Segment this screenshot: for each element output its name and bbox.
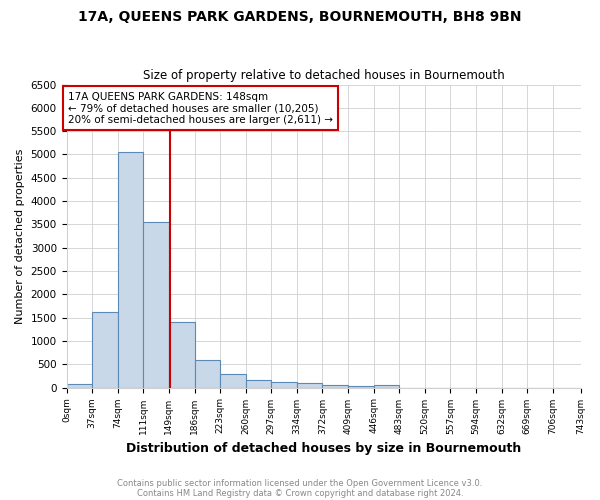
Bar: [118, 152, 143, 388]
Bar: [92, 312, 118, 388]
Title: Size of property relative to detached houses in Bournemouth: Size of property relative to detached ho…: [143, 69, 505, 82]
Text: Contains HM Land Registry data © Crown copyright and database right 2024.: Contains HM Land Registry data © Crown c…: [137, 488, 463, 498]
Bar: [245, 380, 271, 388]
Bar: [322, 385, 348, 388]
Bar: [194, 360, 220, 388]
Bar: [297, 383, 322, 388]
Text: 17A QUEENS PARK GARDENS: 148sqm
← 79% of detached houses are smaller (10,205)
20: 17A QUEENS PARK GARDENS: 148sqm ← 79% of…: [68, 92, 333, 124]
Bar: [348, 386, 374, 388]
Text: Contains public sector information licensed under the Open Government Licence v3: Contains public sector information licen…: [118, 478, 482, 488]
Bar: [271, 382, 297, 388]
X-axis label: Distribution of detached houses by size in Bournemouth: Distribution of detached houses by size …: [126, 442, 521, 455]
Bar: [143, 222, 169, 388]
Bar: [169, 322, 194, 388]
Bar: [374, 385, 399, 388]
Bar: [67, 384, 92, 388]
Bar: [220, 374, 245, 388]
Y-axis label: Number of detached properties: Number of detached properties: [15, 148, 25, 324]
Text: 17A, QUEENS PARK GARDENS, BOURNEMOUTH, BH8 9BN: 17A, QUEENS PARK GARDENS, BOURNEMOUTH, B…: [78, 10, 522, 24]
